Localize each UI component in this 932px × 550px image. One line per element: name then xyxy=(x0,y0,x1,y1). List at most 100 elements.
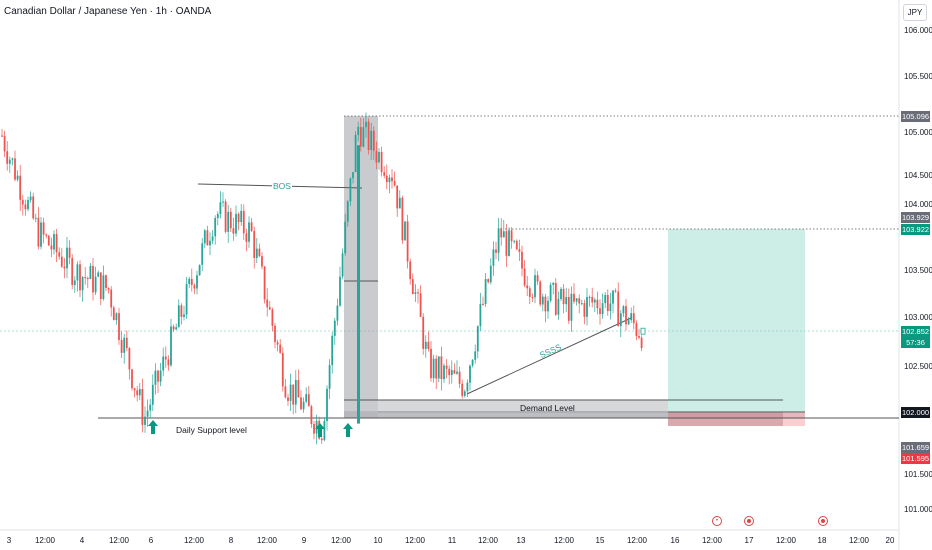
bull-candle xyxy=(227,211,230,232)
bull-candle xyxy=(479,303,482,327)
bull-candle xyxy=(575,298,578,302)
bull-candle xyxy=(222,201,224,203)
bear-candle xyxy=(167,359,170,366)
bear-candle xyxy=(510,230,513,242)
bear-candle xyxy=(638,336,640,338)
bear-candle xyxy=(274,325,276,343)
bull-candle xyxy=(196,275,198,289)
bull-candle xyxy=(492,249,495,266)
bull-candle xyxy=(115,313,118,321)
time-tick: 12:00 xyxy=(108,536,130,545)
bull-candle xyxy=(593,299,596,303)
bull-candle xyxy=(450,370,453,376)
bull-candle xyxy=(138,389,141,396)
bull-candle xyxy=(336,305,339,321)
bull-candle xyxy=(476,326,479,352)
bear-candle xyxy=(110,289,113,308)
demand-zone-rect-lower xyxy=(378,400,668,418)
bull-candle xyxy=(27,200,29,210)
bull-candle xyxy=(94,276,97,293)
bull-candle xyxy=(541,296,544,305)
bull-candle xyxy=(183,314,185,317)
bear-candle xyxy=(279,344,282,353)
bull-candle xyxy=(209,240,211,246)
bull-candle xyxy=(66,247,68,269)
target-event-icon[interactable] xyxy=(744,516,754,526)
bear-candle xyxy=(232,228,235,234)
bull-candle xyxy=(159,370,162,382)
bos-shaded-region xyxy=(344,116,378,418)
bear-candle xyxy=(523,268,526,286)
price-tick: 105.000 xyxy=(904,128,932,137)
bear-candle xyxy=(245,233,248,242)
bull-candle xyxy=(219,202,222,214)
price-tick: 105.500 xyxy=(904,72,932,81)
bull-candle xyxy=(185,284,188,315)
bear-candle xyxy=(544,296,547,312)
bear-candle xyxy=(411,279,414,295)
bull-candle xyxy=(619,313,622,327)
bull-candle xyxy=(162,356,165,371)
bear-candle xyxy=(92,266,94,293)
bear-candle xyxy=(276,342,279,345)
resistance-tag-b: 103.922 xyxy=(901,224,930,235)
bear-candle xyxy=(157,370,159,382)
bull-candle xyxy=(102,275,105,300)
bear-candle xyxy=(268,307,271,310)
time-tick: 13 xyxy=(516,536,526,545)
bull-candle xyxy=(201,243,204,265)
bear-candle xyxy=(105,275,107,288)
bull-candle xyxy=(489,265,492,283)
bear-candle xyxy=(307,394,310,407)
bear-candle xyxy=(180,305,183,317)
bull-candle xyxy=(323,421,326,441)
bear-candle xyxy=(292,384,295,405)
time-tick: 9 xyxy=(301,536,307,545)
bear-candle xyxy=(107,287,110,290)
bull-candle xyxy=(175,327,178,330)
bull-candle xyxy=(357,145,360,424)
bull-candle xyxy=(466,382,469,392)
bear-candle xyxy=(128,348,131,370)
bear-candle xyxy=(583,303,586,317)
price-tick: 106.000 xyxy=(904,26,932,35)
bull-candle xyxy=(357,126,360,136)
bear-candle xyxy=(284,386,287,398)
currency-button[interactable]: JPY xyxy=(903,4,927,21)
bull-candle xyxy=(612,290,614,304)
target-event-icon[interactable] xyxy=(818,516,828,526)
bear-candle xyxy=(32,196,35,219)
symbol-title: Canadian Dollar / Japanese Yen · 1h · OA… xyxy=(4,6,212,17)
bull-candle xyxy=(302,401,305,410)
bear-candle xyxy=(554,282,557,315)
bear-candle xyxy=(224,201,227,232)
bear-candle xyxy=(261,256,263,267)
bear-candle xyxy=(393,181,396,186)
bear-candle xyxy=(271,309,274,326)
bear-candle xyxy=(632,313,635,324)
price-tick: 104.500 xyxy=(904,171,932,180)
bear-candle xyxy=(614,290,617,292)
bull-candle xyxy=(424,341,427,349)
bull-candle xyxy=(630,313,633,321)
bear-candle xyxy=(120,340,123,353)
long-position-profit-zone xyxy=(668,229,805,412)
radio-event-icon[interactable]: • xyxy=(712,516,722,526)
time-tick: 12:00 xyxy=(404,536,426,545)
bull-candle xyxy=(484,279,487,305)
bear-candle xyxy=(320,438,323,441)
bull-candle xyxy=(601,303,604,315)
bull-candle xyxy=(354,135,357,173)
bear-candle xyxy=(515,240,518,250)
bear-candle xyxy=(313,424,315,434)
bull-candle xyxy=(29,196,32,201)
demand-zone-rect xyxy=(344,411,805,418)
time-tick: 15 xyxy=(595,536,605,545)
bull-candle xyxy=(339,276,341,306)
stop-zone-overlay xyxy=(668,412,783,426)
time-tick: 3 xyxy=(6,536,12,545)
time-tick: 12:00 xyxy=(553,536,575,545)
support-tag: 101.659 xyxy=(901,442,930,453)
bear-candle xyxy=(172,326,175,330)
